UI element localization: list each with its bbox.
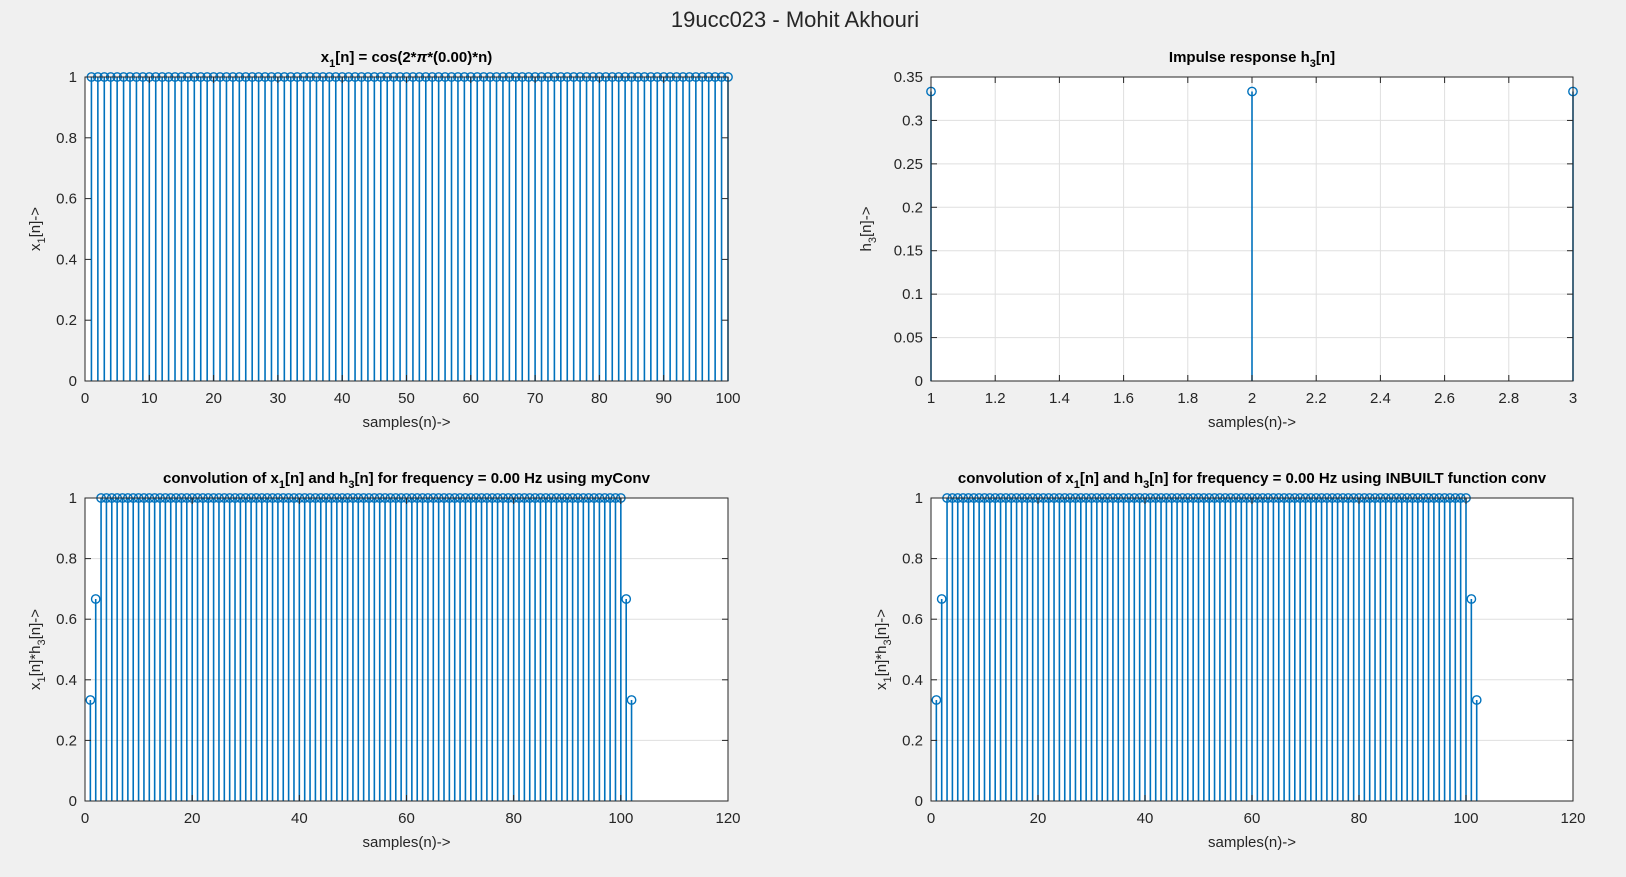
y-tick-label: 0.6 (56, 191, 77, 208)
y-tick-label: 0.1 (902, 286, 923, 303)
y-tick-label: 0 (69, 373, 77, 390)
y-tick-label: 0 (69, 793, 77, 810)
y-tick-label: 0.6 (902, 611, 923, 628)
y-tick-label: 0.2 (56, 312, 77, 329)
y-tick-label: 0.15 (894, 243, 923, 260)
x-tick-label: 30 (270, 390, 287, 407)
x-tick-label: 1.6 (1113, 390, 1134, 407)
y-tick-label: 0.35 (894, 69, 923, 86)
x-axis-label: samples(n)-> (363, 414, 451, 431)
x-tick-label: 60 (398, 810, 415, 827)
x-tick-label: 2.6 (1434, 390, 1455, 407)
y-tick-label: 0.05 (894, 330, 923, 347)
stem-marker (626, 695, 637, 705)
y-tick-label: 1 (69, 69, 77, 86)
x-tick-label: 70 (527, 390, 544, 407)
x-tick-label: 2 (1248, 390, 1256, 407)
subplot-convolution-inbuilt: 0 20 40 60 80 100 120 0 0.2 0.4 0.6 0.8 1 convolution… (873, 470, 1586, 851)
x-axis-label: samples(n)-> (363, 834, 451, 851)
x-tick-label: 1.4 (1049, 390, 1070, 407)
y-tick-label: 0.2 (902, 732, 923, 749)
x-tick-label: 80 (591, 390, 608, 407)
y-tick-label: 0.2 (56, 732, 77, 749)
y-tick-label: 0.3 (902, 112, 923, 129)
x-tick-label: 20 (1030, 810, 1047, 827)
y-axis-label: x1[n]*h3[n]-> (27, 609, 48, 690)
x-tick-label: 40 (291, 810, 308, 827)
y-axis-label: h3[n]-> (858, 206, 879, 251)
stem-marker (1471, 695, 1482, 705)
y-tick-label: 0.4 (56, 672, 77, 689)
subplot-convolution-myconv: 0 20 40 60 80 100 120 0 0.2 0.4 0.6 0.8 1 convolution… (27, 470, 741, 851)
x-tick-label: 60 (462, 390, 479, 407)
x-tick-label: 1.8 (1177, 390, 1198, 407)
x-tick-label: 20 (184, 810, 201, 827)
y-axis-label: x1[n]*h3[n]-> (873, 609, 894, 690)
x-tick-label: 2.4 (1370, 390, 1391, 407)
x-tick-label: 100 (715, 390, 740, 407)
x-axis-label: samples(n)-> (1208, 414, 1296, 431)
x-tick-label: 2.2 (1306, 390, 1327, 407)
stem-marker (1466, 594, 1477, 604)
x-tick-label: 80 (1351, 810, 1368, 827)
x-tick-label: 90 (655, 390, 672, 407)
x-tick-label: 10 (141, 390, 158, 407)
y-tick-label: 0.8 (56, 130, 77, 147)
x-tick-label: 100 (1453, 810, 1478, 827)
x-tick-label: 2.8 (1498, 390, 1519, 407)
stem-marker (90, 594, 101, 604)
x-tick-label: 80 (505, 810, 522, 827)
x-tick-label: 3 (1569, 390, 1577, 407)
x-tick-label: 1.2 (985, 390, 1006, 407)
stem-marker (1247, 86, 1257, 97)
y-tick-label: 0.4 (902, 672, 923, 689)
y-tick-label: 1 (69, 490, 77, 507)
x-tick-label: 60 (1244, 810, 1261, 827)
subplot-impulse-response: 1 1.2 1.4 1.6 1.8 2 2.2 2.4 2.6 2.8 3 0 0.05 0.1 0.15 0… (858, 49, 1578, 431)
x-tick-label: 0 (81, 390, 89, 407)
y-tick-label: 0.8 (56, 551, 77, 568)
figure-title: 19ucc023 - Mohit Akhouri (671, 7, 919, 32)
subplot-x1-signal: 0 10 20 30 40 50 60 70 80 90 100 0 0.2 0.4 0.6 0.8 1 x1[n… (27, 49, 741, 431)
x-tick-label: 120 (715, 810, 740, 827)
y-tick-label: 0.2 (902, 199, 923, 216)
y-tick-label: 0.6 (56, 611, 77, 628)
y-tick-label: 1 (915, 490, 923, 507)
x-tick-label: 0 (81, 810, 89, 827)
stem-marker (621, 594, 632, 604)
axes-title: convolution of x1[n] and h3[n] for frequ… (163, 470, 651, 491)
y-tick-label: 0.25 (894, 156, 923, 173)
y-tick-label: 0.4 (56, 251, 77, 268)
x-tick-label: 20 (205, 390, 222, 407)
axes-title: x1[n] = cos(2*π*(0.00)*n) (321, 49, 492, 70)
axes-title: convolution of x1[n] and h3[n] for frequ… (958, 470, 1547, 491)
x-tick-label: 50 (398, 390, 415, 407)
y-tick-label: 0 (915, 373, 923, 390)
stem-marker (85, 695, 96, 705)
x-axis-label: samples(n)-> (1208, 834, 1296, 851)
x-tick-label: 40 (1137, 810, 1154, 827)
x-tick-label: 120 (1560, 810, 1585, 827)
y-axis-label: x1[n]-> (27, 207, 48, 251)
axes-title: Impulse response h3[n] (1169, 49, 1335, 70)
y-tick-label: 0 (915, 793, 923, 810)
x-tick-label: 100 (608, 810, 633, 827)
y-tick-label: 0.8 (902, 551, 923, 568)
x-tick-label: 0 (927, 810, 935, 827)
stem-marker (931, 695, 942, 705)
x-tick-label: 1 (927, 390, 935, 407)
stem-marker (936, 594, 947, 604)
x-tick-label: 40 (334, 390, 351, 407)
